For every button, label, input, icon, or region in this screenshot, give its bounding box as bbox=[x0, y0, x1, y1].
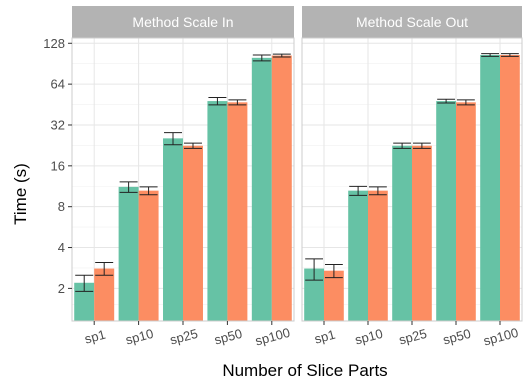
y-axis-label: Time (s) bbox=[11, 163, 30, 225]
x-tick-label: sp1 bbox=[83, 327, 107, 347]
y-axis: 2 4 8 16 32 64 128 bbox=[43, 36, 72, 296]
bar bbox=[74, 282, 95, 321]
bar bbox=[271, 55, 292, 322]
y-tick-label: 4 bbox=[58, 240, 65, 255]
y-tick-label: 64 bbox=[51, 77, 65, 92]
panel-title: Method Scale Out bbox=[356, 14, 468, 30]
bar bbox=[183, 145, 203, 321]
bar bbox=[304, 268, 324, 321]
x-tick-label: sp10 bbox=[124, 326, 155, 348]
bar bbox=[118, 186, 139, 321]
panel-1: Method Scale In sp1 sp10 sp25 sp50 sp100 bbox=[71, 6, 295, 349]
x-tick-label: sp100 bbox=[482, 325, 520, 349]
bar bbox=[368, 190, 388, 321]
y-tick-label: 16 bbox=[51, 158, 65, 173]
x-axis-label: Number of Slice Parts bbox=[222, 361, 387, 380]
x-tick-label: sp50 bbox=[441, 326, 472, 348]
x-tick-label: sp50 bbox=[213, 326, 244, 348]
bar bbox=[412, 145, 432, 321]
y-tick-label: 32 bbox=[51, 117, 65, 132]
bar bbox=[480, 54, 500, 321]
panel-2: Method Scale Out sp1 sp10 sp25 sp50 sp100 bbox=[301, 6, 523, 349]
bar bbox=[392, 145, 412, 321]
x-tick-label: sp1 bbox=[313, 327, 337, 347]
bar bbox=[251, 57, 272, 321]
y-tick-label: 8 bbox=[58, 199, 65, 214]
bar bbox=[94, 268, 115, 321]
bar bbox=[324, 270, 344, 321]
x-tick-label: sp10 bbox=[353, 326, 384, 348]
x-tick-label: sp25 bbox=[168, 326, 199, 348]
panel-title: Method Scale In bbox=[132, 14, 233, 30]
bar bbox=[456, 102, 476, 321]
y-tick-label: 2 bbox=[58, 281, 65, 296]
y-tick-label: 128 bbox=[43, 36, 65, 51]
bar bbox=[348, 190, 368, 321]
panel-strip bbox=[72, 6, 294, 38]
bar bbox=[436, 101, 456, 321]
bar bbox=[227, 102, 248, 321]
x-tick-label: sp100 bbox=[254, 325, 292, 349]
bar bbox=[163, 138, 183, 321]
bar bbox=[207, 101, 228, 321]
panel-strip bbox=[302, 6, 522, 38]
x-tick-label: sp25 bbox=[397, 326, 428, 348]
bar bbox=[500, 54, 520, 321]
bar bbox=[138, 190, 159, 321]
